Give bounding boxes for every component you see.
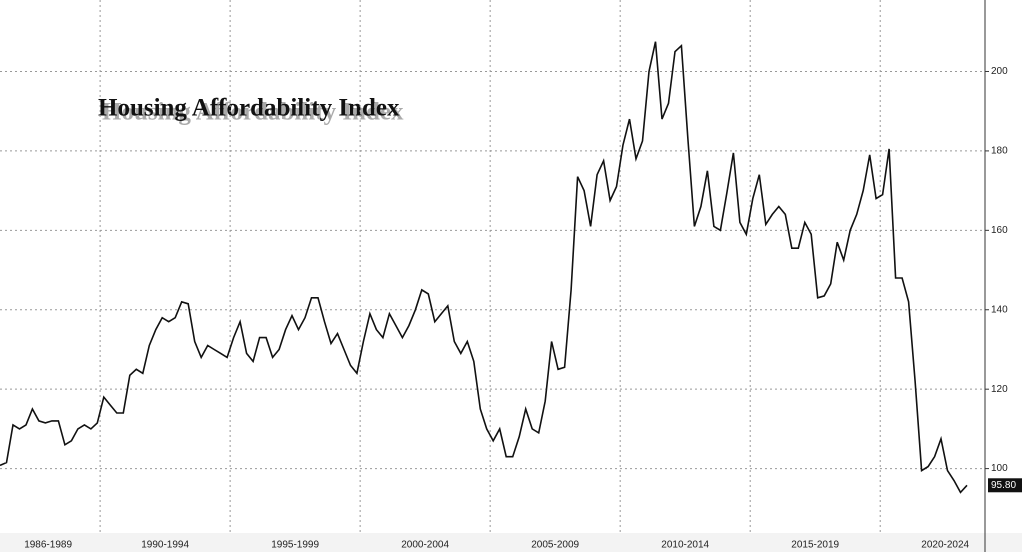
x-tick-label: 2005-2009 <box>531 540 579 551</box>
last-value-label: 95.80 <box>991 480 1016 491</box>
y-tick-label: 140 <box>991 304 1008 315</box>
x-tick-label: 2000-2004 <box>401 540 449 551</box>
y-tick-label: 120 <box>991 384 1008 395</box>
y-tick-label: 180 <box>991 146 1008 157</box>
last-value-tag <box>988 478 1022 493</box>
x-tick-label: 2010-2014 <box>661 540 709 551</box>
x-tick-label: 1986-1989 <box>24 540 72 551</box>
line <box>0 41 968 494</box>
y-tick-label: 100 <box>991 463 1008 474</box>
x-tick-label: 1995-1999 <box>271 540 319 551</box>
chart-title: Housing Affordability Index <box>98 95 400 122</box>
x-tick-label: 2015-2019 <box>791 540 839 551</box>
y-tick-label: 200 <box>991 66 1008 77</box>
x-tick-label: 1990-1994 <box>141 540 189 551</box>
y-tick-label: 160 <box>991 225 1008 236</box>
x-axis-strip <box>0 533 1022 552</box>
chart-title-shadow: Housing Affordability Index <box>102 99 404 126</box>
x-tick-label: 2020-2024 <box>921 540 969 551</box>
